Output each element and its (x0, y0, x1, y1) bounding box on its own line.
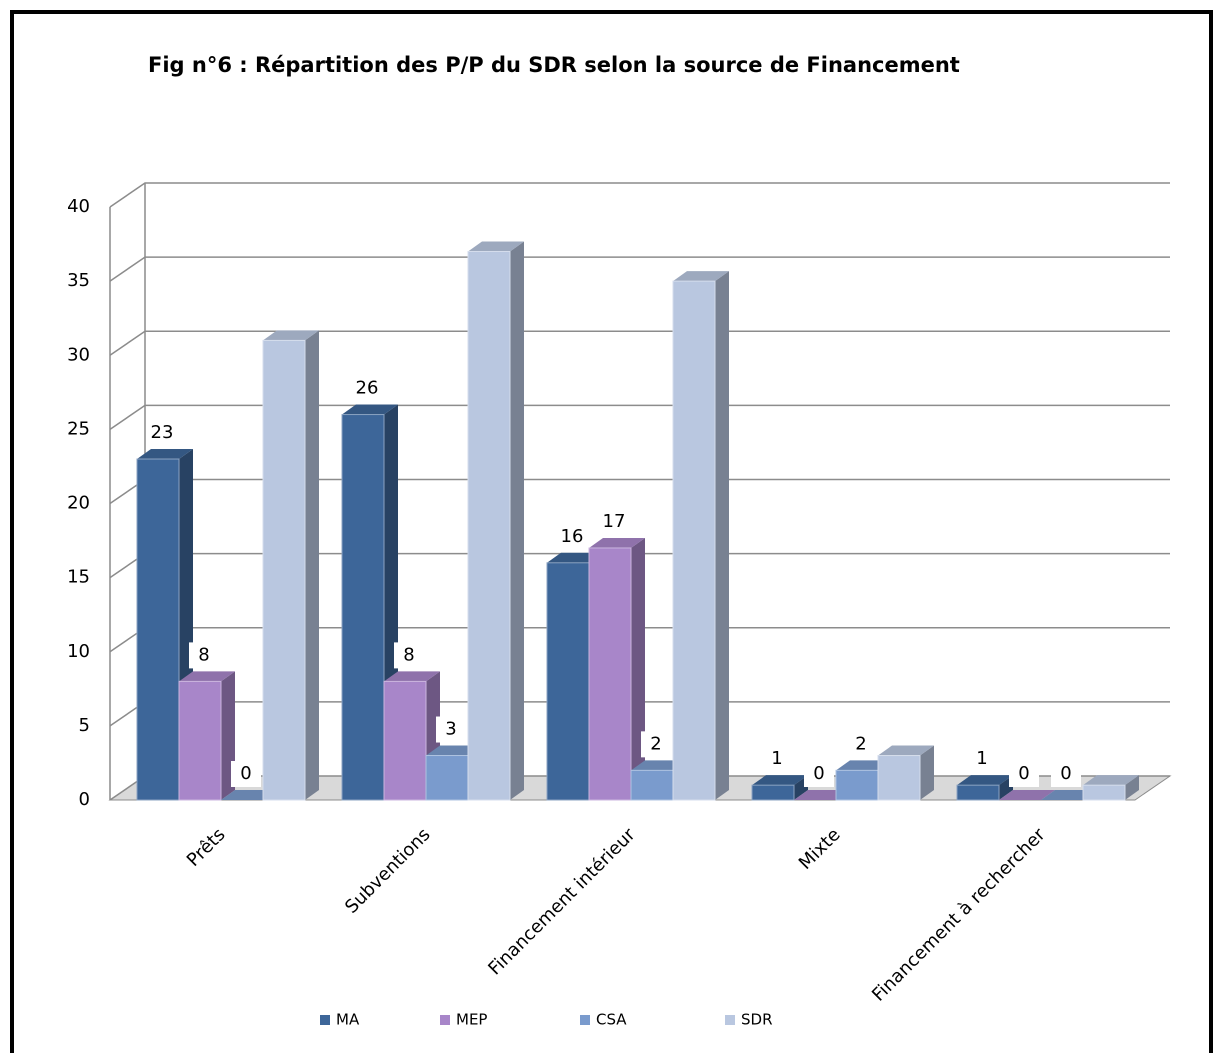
data-label: 0 (813, 763, 824, 784)
data-label: 16 (561, 526, 584, 547)
data-label: 2 (855, 733, 866, 754)
data-label: 17 (603, 511, 626, 532)
grid-line (109, 182, 1170, 208)
data-label-bg (967, 746, 997, 773)
data-label: 2 (650, 733, 661, 754)
data-label: 23 (151, 422, 174, 443)
bar-front (425, 755, 469, 801)
y-tick-label: 0 (79, 789, 90, 810)
y-tick-label: 40 (67, 196, 90, 217)
bar (672, 271, 729, 801)
data-label-bg (436, 716, 466, 743)
grid-line (109, 256, 1170, 282)
bar-top (468, 241, 524, 252)
bar (383, 671, 440, 801)
legend-swatch (580, 1015, 590, 1025)
bar-front (383, 680, 427, 801)
legend-swatch (725, 1015, 735, 1025)
bar-front (630, 769, 674, 801)
bar-front (178, 680, 222, 801)
bar-side (715, 271, 729, 800)
data-label-bg (1009, 761, 1039, 787)
y-tick-label: 10 (67, 641, 90, 662)
legend-label: MEP (456, 1011, 487, 1029)
bar-front (877, 755, 921, 801)
data-label: 1 (771, 748, 782, 769)
bar-top (589, 537, 645, 548)
data-label-bg (189, 642, 219, 669)
data-label: 26 (356, 378, 379, 399)
bar-top (999, 790, 1055, 800)
bar-front (467, 250, 511, 801)
bar-front (751, 784, 795, 801)
data-label-bg (846, 731, 876, 758)
data-label: 0 (1060, 763, 1071, 784)
data-label-bg (599, 508, 629, 535)
grid-line (109, 330, 1170, 356)
bar-side (510, 241, 524, 801)
bar-top (263, 330, 319, 341)
data-label: 8 (198, 644, 209, 665)
data-label-bg (1051, 761, 1081, 787)
bar-front (672, 280, 716, 801)
bar-side (1125, 775, 1139, 800)
bar-top (137, 449, 193, 460)
data-label-bg (231, 761, 261, 787)
bar (467, 241, 524, 801)
bar-front (588, 547, 632, 801)
bar (262, 330, 319, 801)
bar (877, 745, 934, 801)
bar (999, 790, 1055, 800)
y-tick-label: 35 (67, 270, 90, 291)
legend-label: MA (336, 1011, 360, 1029)
bar-front (341, 414, 385, 801)
y-tick-label: 20 (67, 493, 90, 514)
data-label: 0 (240, 763, 251, 784)
bar-top (342, 404, 398, 415)
bar-top (179, 671, 235, 682)
bar-front (835, 769, 879, 801)
data-label: 8 (403, 644, 414, 665)
bar-top (878, 745, 934, 756)
chart-title: Fig n°6 : Répartition des P/P du SDR sel… (148, 53, 960, 77)
data-label: 0 (1018, 763, 1029, 784)
data-label: 1 (976, 748, 987, 769)
y-tick-label: 15 (67, 567, 90, 588)
data-label-bg (641, 731, 671, 758)
data-label-bg (394, 642, 424, 669)
y-tick-label: 5 (79, 715, 90, 736)
bar-side (920, 745, 934, 800)
y-tick-label: 25 (67, 418, 90, 439)
bar-front (546, 562, 590, 801)
bar-top (752, 775, 808, 786)
legend-label: CSA (596, 1011, 627, 1029)
bar-front (956, 784, 1000, 801)
bar-front (1082, 784, 1126, 801)
bar-top (1083, 775, 1139, 786)
data-label-bg (147, 420, 177, 447)
bar-front (262, 339, 306, 801)
legend-swatch (440, 1015, 450, 1025)
grid-line (109, 404, 1170, 430)
bar-side (305, 330, 319, 800)
bar-top (673, 271, 729, 282)
bar-side (631, 537, 645, 800)
bar (588, 537, 645, 801)
y-tick-label: 30 (67, 344, 90, 365)
data-label-bg (352, 375, 382, 402)
bar-front (136, 458, 180, 801)
legend-label: SDR (741, 1011, 773, 1029)
bar-top (957, 775, 1013, 786)
data-label-bg (557, 523, 587, 550)
data-label-bg (804, 761, 834, 787)
bar (1082, 775, 1139, 801)
bar-top (384, 671, 440, 682)
legend-swatch (320, 1015, 330, 1025)
data-label: 3 (445, 719, 456, 740)
bar (178, 671, 235, 801)
bar (136, 449, 193, 801)
data-label-bg (762, 746, 792, 773)
